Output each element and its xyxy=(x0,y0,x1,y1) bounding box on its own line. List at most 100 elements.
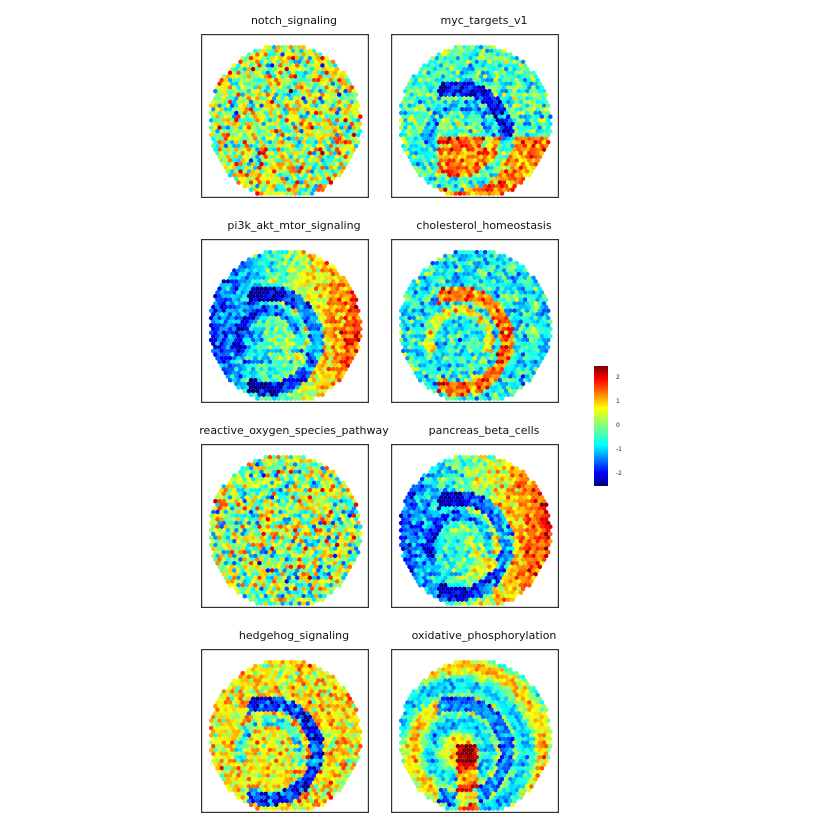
spot xyxy=(478,264,484,270)
spot xyxy=(246,88,252,94)
spot xyxy=(457,257,463,262)
spot xyxy=(265,180,271,185)
spot xyxy=(535,136,540,141)
spot xyxy=(451,275,456,281)
spot xyxy=(489,363,494,368)
spot xyxy=(419,147,425,152)
spot xyxy=(341,129,346,134)
spot xyxy=(320,319,325,324)
spot xyxy=(537,330,543,335)
spot xyxy=(476,187,482,193)
spot xyxy=(316,377,321,383)
spot xyxy=(261,297,266,303)
spot xyxy=(405,312,410,317)
spot xyxy=(269,92,275,98)
panel-title: myc_targets_v1 xyxy=(440,14,528,27)
spot xyxy=(527,326,532,332)
spot xyxy=(261,70,266,76)
spot xyxy=(265,77,271,83)
spot xyxy=(434,63,440,68)
spot xyxy=(330,308,336,314)
spot xyxy=(278,172,283,178)
spot xyxy=(250,484,256,489)
spot xyxy=(271,169,277,174)
spot xyxy=(326,125,332,130)
spot xyxy=(478,366,484,372)
spot xyxy=(482,183,488,189)
spot xyxy=(332,129,338,134)
spot xyxy=(290,319,296,324)
spot xyxy=(518,129,524,134)
spot xyxy=(476,282,482,288)
spot xyxy=(506,85,511,90)
spot xyxy=(313,52,319,57)
spot xyxy=(436,271,442,277)
spot xyxy=(449,315,454,321)
spot xyxy=(436,125,442,130)
spot xyxy=(290,165,296,171)
spot xyxy=(219,304,224,310)
spot xyxy=(422,275,427,281)
spot xyxy=(244,275,250,281)
spot xyxy=(403,140,408,145)
spot xyxy=(238,374,243,379)
spot xyxy=(309,147,315,152)
spot xyxy=(417,77,423,83)
spot xyxy=(347,330,353,335)
spot xyxy=(240,370,245,376)
spot xyxy=(284,250,290,255)
spot xyxy=(295,180,300,185)
spot xyxy=(257,385,262,390)
spot xyxy=(445,330,450,335)
spot xyxy=(332,165,338,171)
spot xyxy=(426,85,431,90)
spot xyxy=(548,129,553,134)
spot xyxy=(303,92,308,98)
spot xyxy=(443,385,448,390)
spot xyxy=(480,334,486,339)
spot xyxy=(480,341,486,346)
spot xyxy=(253,356,258,361)
spot xyxy=(347,132,353,138)
spot xyxy=(455,312,461,317)
spot xyxy=(445,293,450,299)
spot xyxy=(334,315,340,321)
spot xyxy=(426,180,431,185)
spot xyxy=(516,293,522,299)
spot xyxy=(223,114,229,119)
spot xyxy=(424,286,429,292)
spot xyxy=(248,341,254,346)
spot xyxy=(320,129,325,134)
spot xyxy=(353,107,359,112)
spot xyxy=(487,366,492,372)
spot xyxy=(415,110,421,116)
spot xyxy=(278,107,283,112)
spot xyxy=(491,176,496,182)
spot xyxy=(269,370,275,376)
spot xyxy=(305,132,311,138)
spot xyxy=(470,88,475,94)
spot xyxy=(443,290,448,295)
spot xyxy=(217,154,222,160)
spot xyxy=(290,121,296,127)
spot xyxy=(419,140,425,145)
spot xyxy=(276,315,281,321)
spot xyxy=(487,301,492,306)
spot xyxy=(413,121,419,127)
spot xyxy=(522,348,528,354)
spot xyxy=(242,323,248,328)
spot xyxy=(274,392,279,398)
spot xyxy=(267,286,273,292)
spot xyxy=(324,114,329,119)
spot xyxy=(514,107,519,112)
spot xyxy=(485,63,490,68)
spot xyxy=(518,172,524,178)
spot xyxy=(472,297,477,303)
spot xyxy=(290,129,296,134)
spot xyxy=(320,356,325,361)
spot xyxy=(242,374,248,379)
spot xyxy=(295,48,300,54)
spot xyxy=(267,279,273,284)
spot xyxy=(461,110,467,116)
spot xyxy=(286,70,292,76)
